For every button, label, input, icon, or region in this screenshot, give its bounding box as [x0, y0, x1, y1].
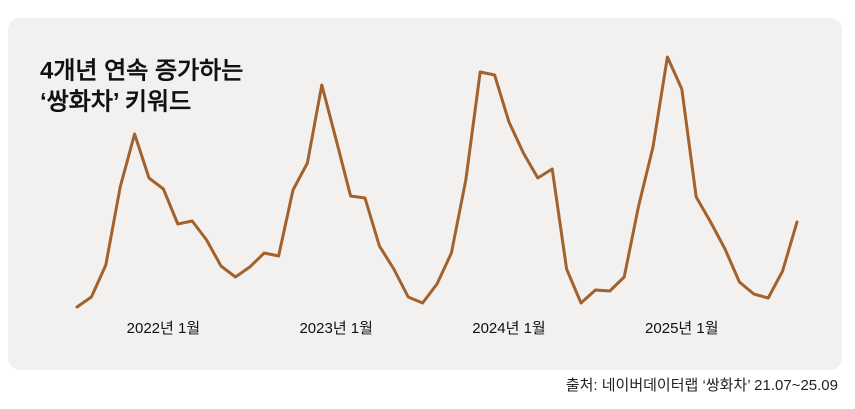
x-tick-label: 2023년 1월	[299, 320, 372, 337]
x-tick-label: 2022년 1월	[127, 320, 200, 337]
line-series	[75, 55, 799, 309]
x-tick-label: 2024년 1월	[472, 320, 545, 337]
card	[8, 18, 842, 370]
source: 출처: 네이버데이터랩 ‘쌍화차’ 21.07~25.09	[566, 377, 838, 394]
chart-title: ‘쌍화차’ 키워드	[40, 88, 191, 115]
x-tick-label: 2025년 1월	[645, 320, 718, 337]
chart-title: 4개년 연속 증가하는	[40, 57, 243, 84]
